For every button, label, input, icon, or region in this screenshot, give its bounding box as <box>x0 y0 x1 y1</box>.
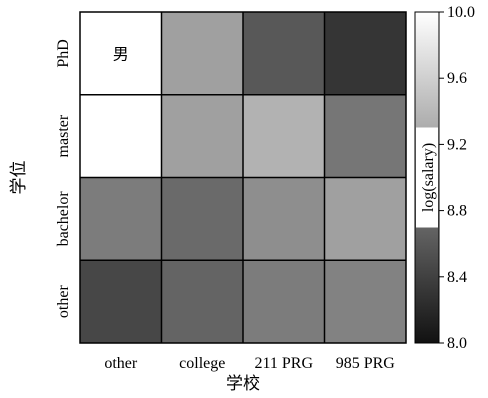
heatmap-cell <box>324 177 406 261</box>
x-tick-label: college <box>179 355 225 372</box>
colorbar-tick-label: 10.0 <box>447 4 475 21</box>
y-tick-label: bachelor <box>55 191 72 247</box>
heatmap-cell <box>324 12 406 95</box>
y-axis-title: 学位 <box>9 161 28 195</box>
heatmap-cell <box>80 260 162 343</box>
colorbar-tick-label: 8.8 <box>447 203 467 220</box>
heatmap-cell <box>243 12 325 95</box>
heatmap-cell <box>324 94 406 178</box>
y-tick-label: master <box>55 114 72 157</box>
heatmap-cell <box>161 94 243 178</box>
heatmap-cell <box>80 12 162 95</box>
heatmap-cell <box>161 177 243 261</box>
x-tick-label: 211 PRG <box>254 355 313 372</box>
colorbar-tick-label: 8.4 <box>447 269 467 286</box>
x-tick-label: 985 PRG <box>336 355 396 372</box>
y-tick-label: other <box>55 285 72 319</box>
colorbar-tick-label: 9.2 <box>447 136 467 153</box>
heatmap-cell <box>243 94 325 178</box>
heatmap-cell <box>243 177 325 261</box>
cell-annotation: 男 <box>113 46 129 63</box>
heatmap-cell <box>80 94 162 178</box>
colorbar-label-background <box>416 127 438 228</box>
colorbar-label: log(salary) <box>420 143 437 212</box>
colorbar-tick-label: 8.0 <box>447 335 467 352</box>
plot-frame <box>79 11 407 344</box>
heatmap-cell <box>161 12 243 95</box>
y-tick-label: PhD <box>55 39 72 67</box>
colorbar-tick-label: 9.6 <box>447 70 467 87</box>
heatmap-cell <box>243 260 325 343</box>
x-axis-title: 学校 <box>226 374 260 393</box>
heatmap-cell <box>324 260 406 343</box>
heatmap-cell <box>161 260 243 343</box>
heatmap-cell <box>80 177 162 261</box>
x-tick-label: other <box>104 355 138 372</box>
